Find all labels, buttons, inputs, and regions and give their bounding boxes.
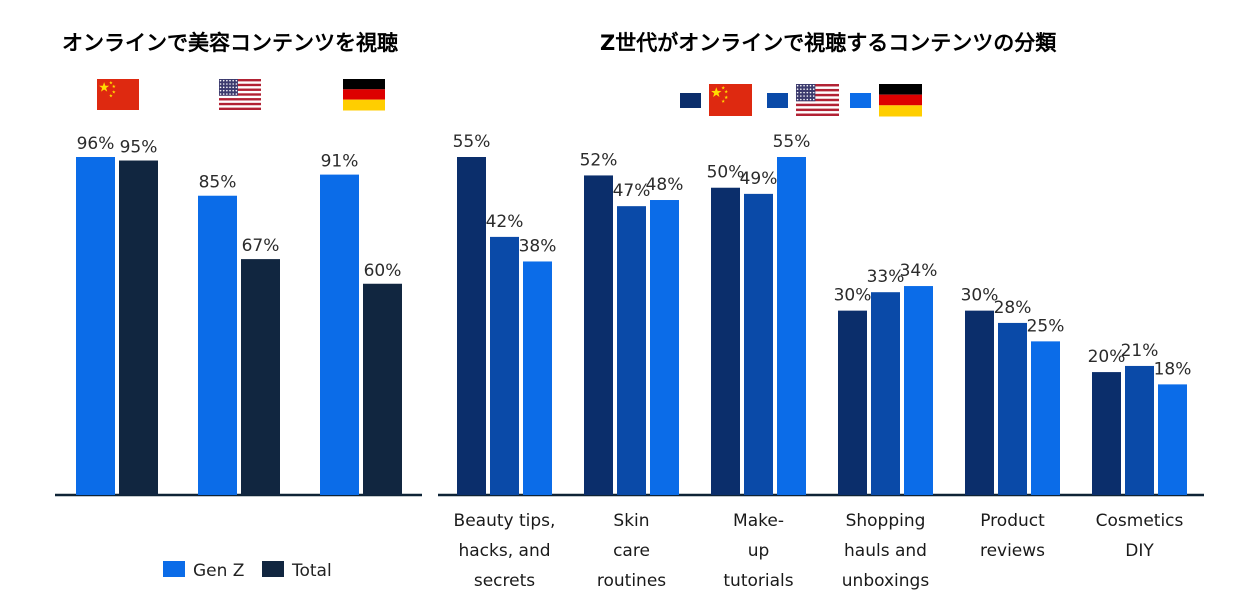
chart2-bar-china-5 — [1092, 372, 1121, 495]
chart1-bar-total-germany — [363, 283, 402, 495]
chart2-data-label: 48% — [646, 175, 684, 195]
legend-swatch-gen-z — [163, 561, 185, 577]
chart2-data-label: 33% — [867, 267, 905, 287]
chart2-data-label: 55% — [773, 132, 811, 152]
chart2-bar-usa-2 — [744, 193, 773, 495]
chart1-cn-flag-icon — [97, 79, 139, 110]
chart2-category-label: Beauty tips, hacks, and secrets — [454, 511, 556, 591]
chart2-bar-usa-1 — [617, 206, 646, 495]
legend-label-gen-z: Gen Z — [193, 561, 244, 581]
legend-cn-flag-icon — [709, 84, 752, 116]
chart2-category-label: Shopping hauls and unboxings — [842, 511, 930, 591]
chart1-data-label: 67% — [242, 236, 280, 256]
chart2-category-label: Make-up tutorials — [723, 511, 793, 591]
chart2-data-label: 25% — [1027, 316, 1065, 336]
chart2-data-label: 42% — [486, 212, 524, 232]
chart2-bar-germany-1 — [650, 200, 679, 495]
legend-label-total: Total — [291, 561, 332, 581]
chart2-bar-china-3 — [838, 310, 867, 495]
legend-de-flag-icon — [879, 84, 922, 117]
chart2-bar-usa-5 — [1125, 365, 1154, 495]
chart1-us-flag-icon — [219, 79, 261, 110]
chart2-data-label: 28% — [994, 298, 1032, 318]
chart1-de-flag-icon — [343, 79, 385, 111]
legend-swatch-usa — [767, 93, 788, 108]
legend-swatch-germany — [850, 93, 871, 108]
chart2-data-label: 21% — [1121, 341, 1159, 361]
chart2-bar-germany-2 — [777, 157, 806, 495]
chart2-data-label: 34% — [900, 261, 938, 281]
chart2-bar-china-2 — [711, 187, 740, 495]
chart2-data-label: 50% — [707, 163, 745, 183]
chart1-data-label: 95% — [120, 138, 158, 158]
chart2-bar-usa-0 — [490, 236, 519, 495]
chart1-bar-gen-z-germany — [320, 174, 359, 495]
chart1-bar-gen-z-china — [76, 157, 115, 495]
chart2-title: Z世代がオンラインで視聴するコンテンツの分類 — [600, 31, 1057, 55]
chart2-bar-germany-5 — [1158, 384, 1187, 495]
chart2-category-label: Product reviews — [980, 511, 1045, 561]
chart2-bar-usa-3 — [871, 292, 900, 495]
chart2-data-label: 55% — [453, 132, 491, 152]
chart1-data-label: 96% — [77, 134, 115, 154]
chart1-data-label: 60% — [364, 261, 402, 281]
chart2-data-label: 52% — [580, 150, 618, 170]
chart2-bar-china-4 — [965, 310, 994, 495]
chart2-category-label: Skin care routines — [597, 511, 666, 591]
chart1-title: オンラインで美容コンテンツを視聴 — [62, 31, 398, 55]
chart2-data-label: 47% — [613, 181, 651, 201]
chart2-bar-china-1 — [584, 175, 613, 495]
chart2-data-label: 30% — [834, 286, 872, 306]
chart1-bar-total-china — [119, 160, 158, 496]
chart2-data-label: 38% — [519, 236, 557, 256]
legend-us-flag-icon — [796, 84, 839, 116]
chart2-bar-germany-0 — [523, 261, 552, 495]
legend-swatch-total — [262, 561, 284, 577]
chart2-category-label: Cosmetics DIY — [1096, 511, 1184, 561]
chart2-bar-china-0 — [457, 157, 486, 495]
chart2-data-label: 18% — [1154, 359, 1192, 379]
chart2-data-label: 20% — [1088, 347, 1126, 367]
legend-swatch-china — [680, 93, 701, 108]
chart1-bar-total-usa — [241, 259, 280, 495]
chart2-data-label: 49% — [740, 169, 778, 189]
chart1-data-label: 91% — [321, 152, 359, 172]
chart2-bar-germany-3 — [904, 286, 933, 495]
chart1-data-label: 85% — [199, 173, 237, 193]
chart2-data-label: 30% — [961, 286, 999, 306]
chart1-bar-gen-z-usa — [198, 195, 237, 495]
chart2-bar-germany-4 — [1031, 341, 1060, 495]
chart2-bar-usa-4 — [998, 322, 1027, 495]
